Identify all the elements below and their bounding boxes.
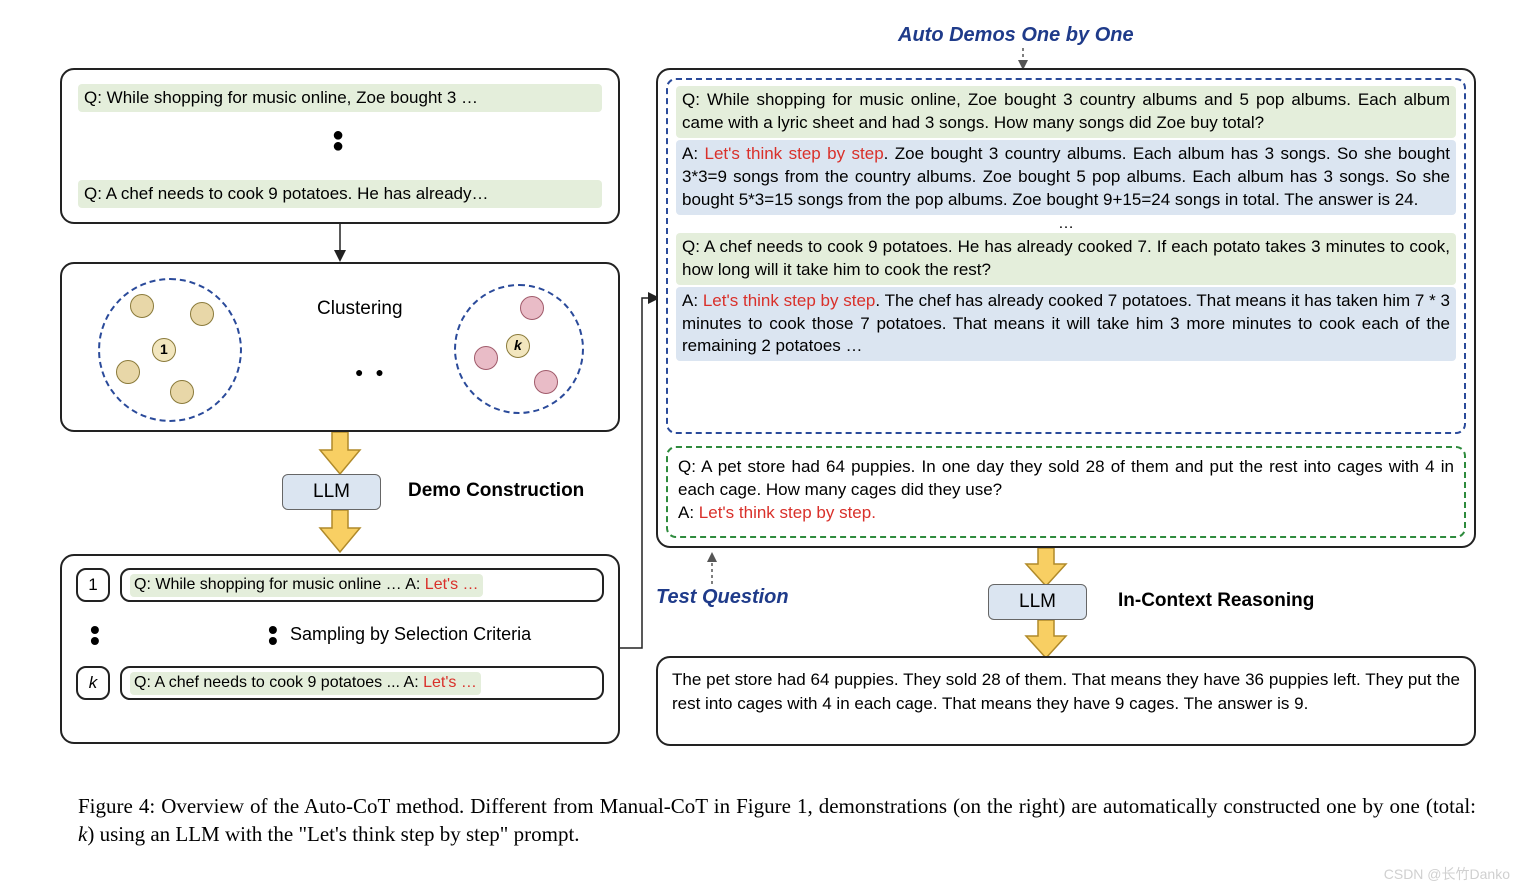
- node: [474, 346, 498, 370]
- demo2-question: Q: A chef needs to cook 9 potatoes. He h…: [676, 233, 1456, 285]
- demo1-question: Q: While shopping for music online, Zoe …: [676, 86, 1456, 138]
- sampling-label: Sampling by Selection Criteria: [290, 624, 531, 645]
- clustering-label: Clustering: [317, 298, 403, 320]
- llm-box-left: LLM: [282, 474, 381, 510]
- figure-caption: Figure 4: Overview of the Auto-CoT metho…: [78, 792, 1476, 849]
- right-main-panel: Q: While shopping for music online, Zoe …: [656, 68, 1476, 548]
- cluster-k: k: [454, 284, 584, 414]
- arrow-down-icon: [330, 224, 350, 264]
- demo2-answer: A: Let's think step by step. The chef ha…: [676, 287, 1456, 362]
- demo1-answer: A: Let's think step by step. Zoe bought …: [676, 140, 1456, 215]
- demo-k-box: Q: A chef needs to cook 9 potatoes ... A…: [120, 666, 604, 700]
- block-arrow-down-icon: [1022, 620, 1070, 660]
- auto-demos-region: Q: While shopping for music online, Zoe …: [666, 78, 1466, 434]
- vdots-icon: ••: [90, 624, 100, 646]
- horizontal-dots-icon: ● ●: [355, 369, 388, 377]
- answer-panel: The pet store had 64 puppies. They sold …: [656, 656, 1476, 746]
- dashed-arrow-up-icon: [704, 550, 720, 584]
- questions-panel: Q: While shopping for music online, Zoe …: [60, 68, 620, 224]
- question-1: Q: While shopping for music online, Zoe …: [78, 84, 602, 112]
- llm-label: LLM: [313, 481, 350, 502]
- cluster-k-label: k: [514, 337, 522, 353]
- auto-demos-title: Auto Demos One by One: [898, 24, 1134, 47]
- node: [190, 302, 214, 326]
- answer-text: The pet store had 64 puppies. They sold …: [672, 670, 1460, 713]
- node: [534, 370, 558, 394]
- cluster-1: 1: [98, 278, 242, 422]
- llm-label-right: LLM: [1019, 591, 1056, 612]
- ellipsis: …: [676, 215, 1456, 233]
- node: [130, 294, 154, 318]
- llm-box-right: LLM: [988, 584, 1087, 620]
- test-question-region: Q: A pet store had 64 puppies. In one da…: [666, 446, 1466, 538]
- vdots-icon: ••: [268, 624, 278, 646]
- block-arrow-down-icon: [316, 510, 364, 554]
- cluster-1-label: 1: [160, 341, 168, 357]
- vertical-dots-icon: ●●: [332, 130, 344, 152]
- demo-1-text: Q: While shopping for music online … A: …: [130, 574, 483, 597]
- node: [116, 360, 140, 384]
- demo-construction-label: Demo Construction: [408, 480, 584, 502]
- clustering-panel: Clustering 1 ● ● k: [60, 262, 620, 432]
- connector-arrow-icon: [620, 290, 660, 660]
- test-q-text: Q: A pet store had 64 puppies. In one da…: [678, 456, 1454, 502]
- block-arrow-down-icon: [316, 432, 364, 476]
- demos-panel: 1 Q: While shopping for music online … A…: [60, 554, 620, 744]
- incontext-label: In-Context Reasoning: [1118, 590, 1314, 612]
- test-question-label: Test Question: [656, 586, 789, 609]
- block-arrow-down-icon: [1022, 548, 1070, 588]
- demo-index-1-label: 1: [88, 575, 97, 594]
- demo-index-1: 1: [76, 568, 110, 602]
- demo-k-text: Q: A chef needs to cook 9 potatoes ... A…: [130, 672, 481, 695]
- demo-1-box: Q: While shopping for music online … A: …: [120, 568, 604, 602]
- demo-index-k-label: k: [89, 673, 98, 692]
- node: [170, 380, 194, 404]
- question-2: Q: A chef needs to cook 9 potatoes. He h…: [78, 180, 602, 208]
- watermark: CSDN @长竹Danko: [1384, 864, 1510, 884]
- node: [520, 296, 544, 320]
- test-a-text: A: Let's think step by step.: [678, 502, 1454, 525]
- demo-index-k: k: [76, 666, 110, 700]
